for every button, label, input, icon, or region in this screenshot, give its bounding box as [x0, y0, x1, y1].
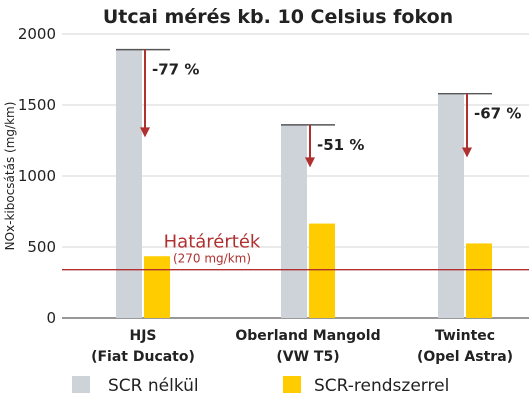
y-tick-labels: 0 500 1000 1500 2000: [18, 25, 56, 327]
x-tick-label-0: HJS: [129, 328, 156, 344]
legend-label-0: SCR nélkül: [108, 376, 199, 396]
y-axis-label: NOx-kibocsátás (mg/km): [3, 102, 17, 251]
reduction-arrows: -77 % -51 % -67 %: [116, 48, 521, 168]
limit-sublabel: (270 mg/km): [173, 252, 251, 266]
legend-swatch-1: [283, 376, 301, 393]
bar-with-scr-1: [309, 223, 335, 318]
x-tick-sublabel-2: (Opel Astra): [417, 349, 513, 365]
limit-label: Határérték: [164, 232, 261, 253]
chart-title: Utcai mérés kb. 10 Celsius fokon: [103, 6, 453, 28]
x-tick-sublabel-1: (VW T5): [276, 349, 339, 365]
y-tick-label-4: 2000: [18, 25, 56, 43]
reduction-arrow-head-0: [140, 127, 150, 138]
bar-with-scr-2: [466, 243, 492, 318]
bar-without-scr-1: [281, 124, 307, 318]
reduction-label-2: -67 %: [474, 105, 521, 123]
reduction-label-0: -77 %: [152, 61, 199, 79]
reduction-arrow-head-2: [462, 147, 472, 158]
legend-label-1: SCR-rendszerrel: [314, 376, 449, 396]
bars: [116, 49, 492, 319]
y-tick-label-0: 0: [46, 309, 56, 327]
legend-swatch-0: [72, 376, 90, 393]
limit-line-group: Határérték(270 mg/km): [62, 232, 529, 271]
x-tick-label-1: Oberland Mangold: [235, 328, 380, 344]
y-tick-label-2: 1000: [18, 167, 56, 185]
y-tick-label-3: 1500: [18, 96, 56, 114]
reduction-arrow-head-1: [305, 157, 315, 168]
x-tick-labels: HJS (Fiat Ducato) Oberland Mangold (VW T5) T…: [91, 328, 513, 365]
bar-with-scr-0: [144, 256, 170, 318]
bar-without-scr-2: [438, 93, 464, 318]
bar-without-scr-0: [116, 49, 142, 319]
reduction-label-1: -51 %: [317, 136, 364, 154]
x-tick-label-2: Twintec: [435, 328, 495, 344]
x-tick-sublabel-0: (Fiat Ducato): [91, 349, 195, 365]
y-tick-label-1: 500: [27, 238, 56, 256]
legend: SCR nélkül SCR-rendszerrel: [72, 376, 449, 396]
